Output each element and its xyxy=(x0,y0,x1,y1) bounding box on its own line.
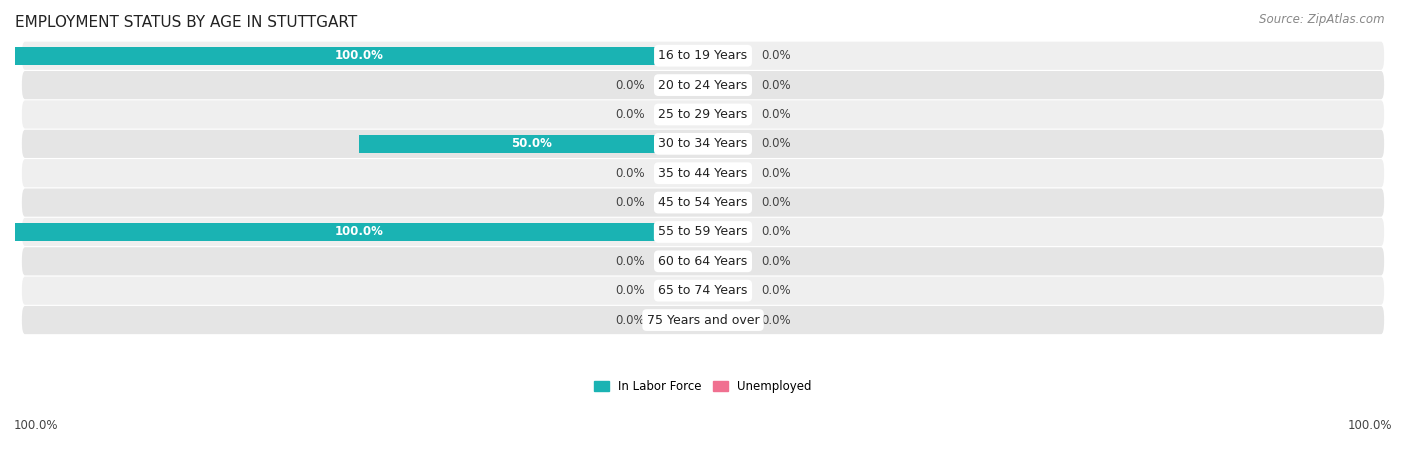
Bar xyxy=(655,311,703,329)
Text: 0.0%: 0.0% xyxy=(614,255,644,268)
Text: 0.0%: 0.0% xyxy=(614,196,644,209)
Bar xyxy=(655,282,703,300)
Text: 100.0%: 100.0% xyxy=(1347,419,1392,432)
FancyBboxPatch shape xyxy=(22,130,1384,158)
Bar xyxy=(703,47,751,65)
Bar xyxy=(655,164,703,182)
Bar xyxy=(655,105,703,124)
Text: 50.0%: 50.0% xyxy=(510,137,551,150)
Text: 0.0%: 0.0% xyxy=(762,108,792,121)
Text: 0.0%: 0.0% xyxy=(614,108,644,121)
Bar xyxy=(703,223,751,241)
FancyBboxPatch shape xyxy=(22,42,1384,70)
Bar xyxy=(655,76,703,94)
Bar xyxy=(703,194,751,212)
Bar xyxy=(703,135,751,153)
FancyBboxPatch shape xyxy=(22,218,1384,246)
Text: 60 to 64 Years: 60 to 64 Years xyxy=(658,255,748,268)
Text: 0.0%: 0.0% xyxy=(762,196,792,209)
FancyBboxPatch shape xyxy=(22,189,1384,216)
Text: Source: ZipAtlas.com: Source: ZipAtlas.com xyxy=(1260,14,1385,27)
Text: 65 to 74 Years: 65 to 74 Years xyxy=(658,284,748,297)
Bar xyxy=(703,282,751,300)
Text: 100.0%: 100.0% xyxy=(335,49,384,62)
Text: 35 to 44 Years: 35 to 44 Years xyxy=(658,166,748,180)
FancyBboxPatch shape xyxy=(22,277,1384,305)
Bar xyxy=(703,76,751,94)
Text: EMPLOYMENT STATUS BY AGE IN STUTTGART: EMPLOYMENT STATUS BY AGE IN STUTTGART xyxy=(15,15,357,30)
Text: 100.0%: 100.0% xyxy=(335,225,384,238)
Bar xyxy=(703,252,751,270)
FancyBboxPatch shape xyxy=(22,100,1384,129)
Text: 0.0%: 0.0% xyxy=(614,79,644,92)
Text: 0.0%: 0.0% xyxy=(614,314,644,327)
Text: 55 to 59 Years: 55 to 59 Years xyxy=(658,225,748,238)
FancyBboxPatch shape xyxy=(22,71,1384,99)
Text: 0.0%: 0.0% xyxy=(762,137,792,150)
Bar xyxy=(359,135,703,153)
Bar xyxy=(703,311,751,329)
Text: 0.0%: 0.0% xyxy=(614,284,644,297)
Bar xyxy=(15,223,703,241)
Text: 0.0%: 0.0% xyxy=(762,225,792,238)
Text: 0.0%: 0.0% xyxy=(762,284,792,297)
Bar xyxy=(655,252,703,270)
Bar xyxy=(703,105,751,124)
Text: 0.0%: 0.0% xyxy=(762,49,792,62)
Text: 75 Years and over: 75 Years and over xyxy=(647,314,759,327)
Text: 0.0%: 0.0% xyxy=(762,79,792,92)
FancyBboxPatch shape xyxy=(22,247,1384,275)
Text: 25 to 29 Years: 25 to 29 Years xyxy=(658,108,748,121)
Legend: In Labor Force, Unemployed: In Labor Force, Unemployed xyxy=(589,375,817,398)
Text: 0.0%: 0.0% xyxy=(614,166,644,180)
Text: 0.0%: 0.0% xyxy=(762,314,792,327)
FancyBboxPatch shape xyxy=(22,159,1384,187)
Bar xyxy=(15,47,703,65)
Text: 20 to 24 Years: 20 to 24 Years xyxy=(658,79,748,92)
Text: 30 to 34 Years: 30 to 34 Years xyxy=(658,137,748,150)
Text: 0.0%: 0.0% xyxy=(762,166,792,180)
Text: 45 to 54 Years: 45 to 54 Years xyxy=(658,196,748,209)
Text: 100.0%: 100.0% xyxy=(14,419,59,432)
Bar xyxy=(655,194,703,212)
Text: 16 to 19 Years: 16 to 19 Years xyxy=(658,49,748,62)
Text: 0.0%: 0.0% xyxy=(762,255,792,268)
Bar xyxy=(703,164,751,182)
FancyBboxPatch shape xyxy=(22,306,1384,334)
